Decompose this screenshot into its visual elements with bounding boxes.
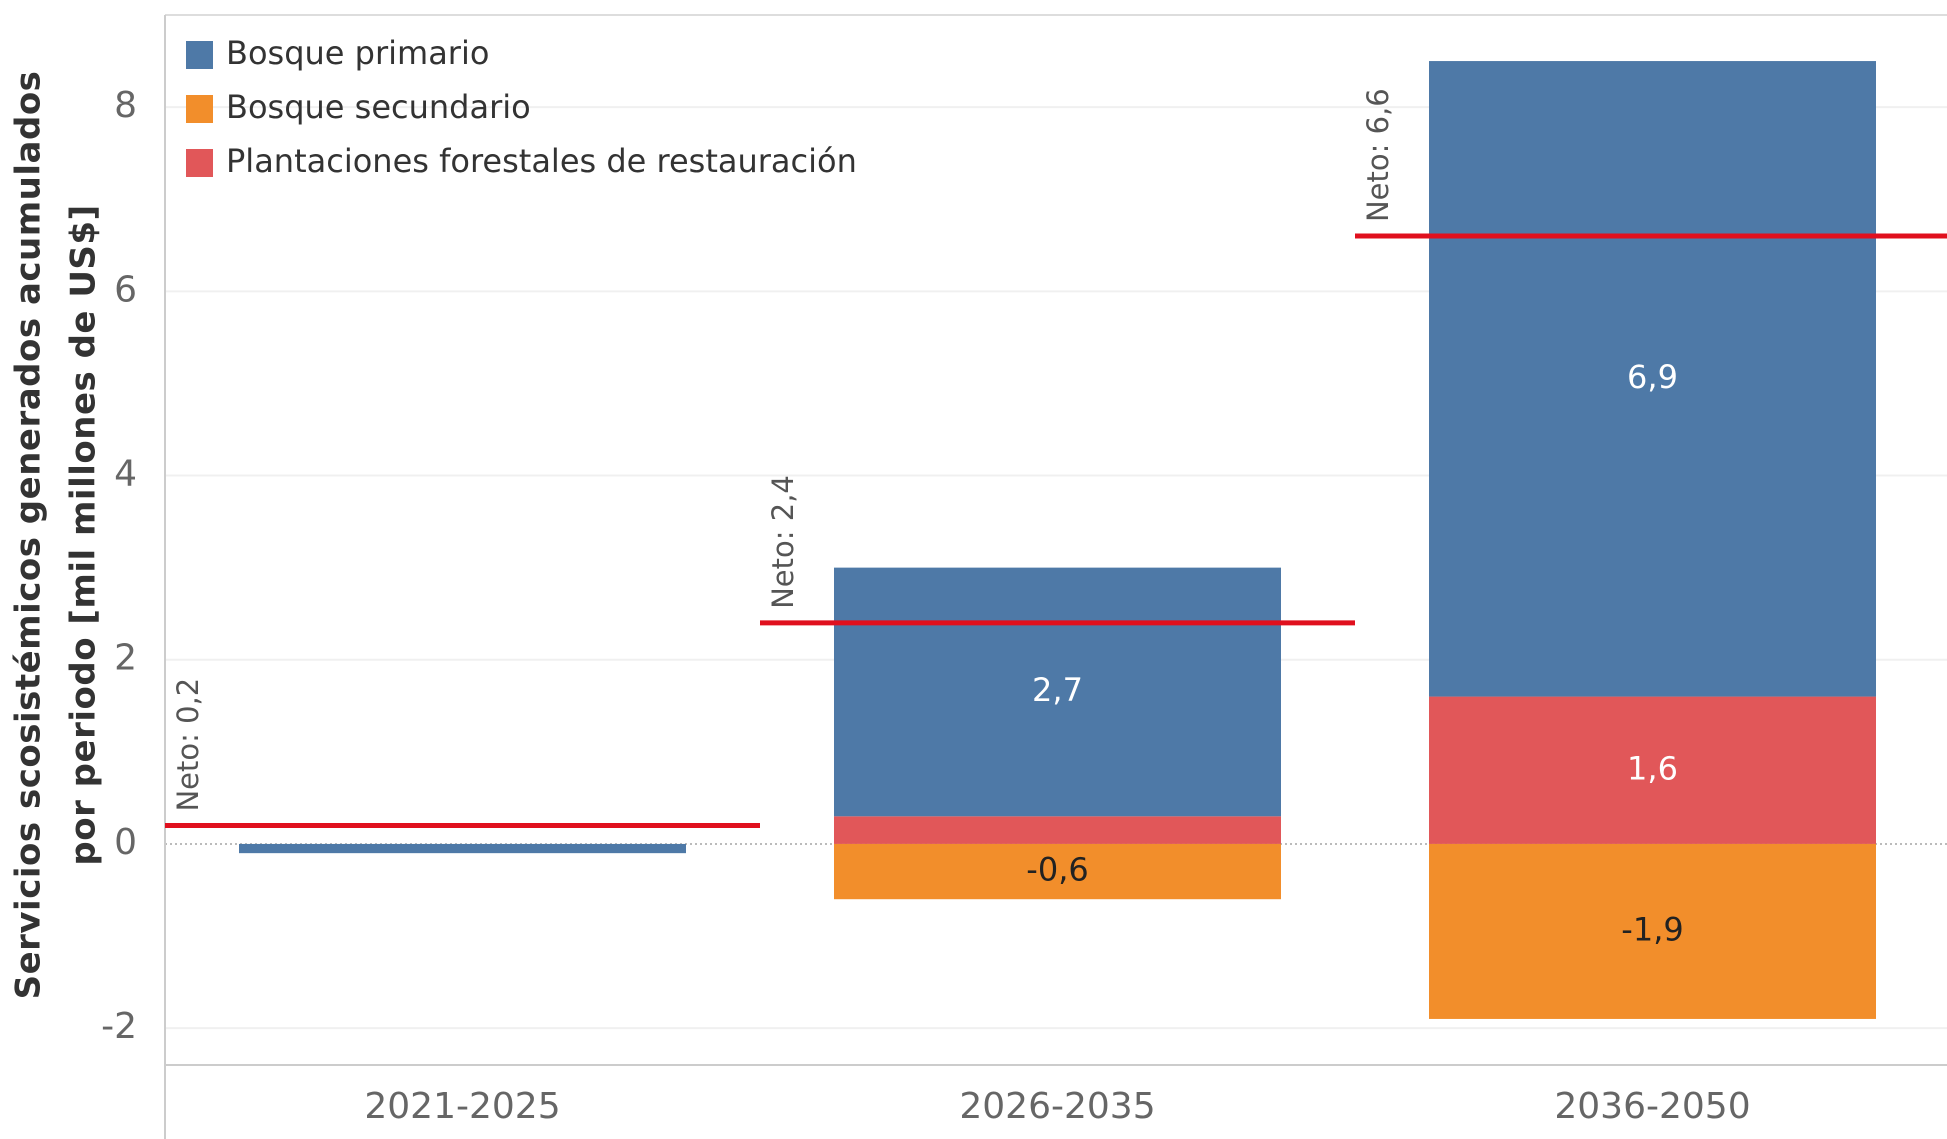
bar-segment bbox=[239, 843, 686, 854]
legend-label: Bosque primario bbox=[226, 34, 489, 72]
y-axis-title: Servicios scosistémicos generados acumul… bbox=[9, 71, 49, 1000]
net-label: Neto: 6,6 bbox=[1361, 88, 1395, 222]
bar-segment bbox=[1429, 696, 1876, 844]
x-tick-label: 2021-2025 bbox=[364, 1086, 560, 1127]
net-label: Neto: 0,2 bbox=[171, 678, 205, 812]
y-tick-label: 4 bbox=[114, 454, 137, 495]
bar-segment bbox=[1429, 843, 1876, 1019]
data-label: 1,6 bbox=[1627, 749, 1678, 787]
y-tick-label: 0 bbox=[114, 822, 137, 863]
bar-segment bbox=[1429, 61, 1876, 697]
y-tick-label: 8 bbox=[114, 85, 137, 126]
legend-swatch bbox=[186, 149, 213, 177]
y-axis-title: por periodo [mil millones de US$] bbox=[64, 204, 104, 865]
bar-segment bbox=[834, 567, 1281, 817]
legend-swatch bbox=[186, 41, 213, 69]
legend-label: Bosque secundario bbox=[226, 88, 531, 126]
data-label: -0,6 bbox=[1026, 851, 1088, 889]
net-label: Neto: 2,4 bbox=[766, 475, 800, 609]
y-tick-label: -2 bbox=[101, 1006, 137, 1047]
y-tick-label: 6 bbox=[114, 269, 137, 310]
x-tick-label: 2026-2035 bbox=[959, 1086, 1155, 1127]
data-label: 6,9 bbox=[1627, 358, 1678, 396]
legend-swatch bbox=[186, 95, 213, 123]
bar-segment bbox=[834, 816, 1281, 844]
bar-segment bbox=[834, 843, 1281, 900]
data-label: 2,7 bbox=[1032, 671, 1083, 709]
data-label: -1,9 bbox=[1621, 910, 1683, 948]
x-tick-label: 2036-2050 bbox=[1554, 1086, 1750, 1127]
legend-label: Plantaciones forestales de restauración bbox=[226, 142, 857, 180]
y-tick-label: 2 bbox=[114, 638, 137, 679]
